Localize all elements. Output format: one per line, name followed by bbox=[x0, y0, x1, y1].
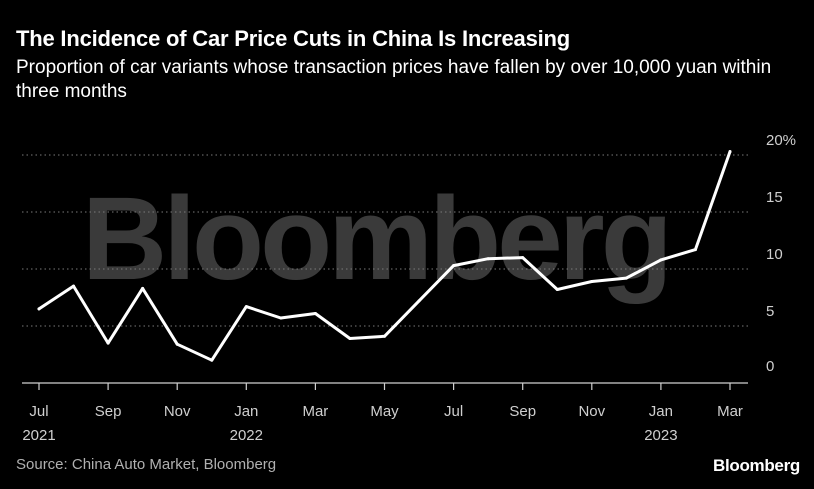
chart-title: The Incidence of Car Price Cuts in China… bbox=[16, 26, 571, 51]
x-tick-label: Mar bbox=[302, 403, 328, 420]
data-point bbox=[417, 299, 421, 303]
data-point bbox=[659, 258, 663, 262]
chart-subtitle: Proportion of car variants whose transac… bbox=[16, 57, 772, 102]
x-tick-label: May bbox=[370, 403, 399, 420]
x-tick-year-label: 2023 bbox=[644, 427, 677, 444]
data-point bbox=[693, 248, 697, 252]
data-point bbox=[175, 342, 179, 346]
x-tick-year-label: 2022 bbox=[230, 427, 263, 444]
data-point bbox=[244, 305, 248, 309]
y-tick-label: 5 bbox=[766, 303, 774, 320]
data-point bbox=[141, 286, 145, 290]
y-axis: 0 5 10 15 20% bbox=[766, 132, 796, 375]
x-tick-year-label: 2021 bbox=[22, 427, 55, 444]
data-point bbox=[279, 316, 283, 320]
x-axis: Jul 2021 Sep Nov Jan 2022 Mar May Jul Sep Nov Jan 20… bbox=[22, 383, 743, 444]
y-tick-label: 0 bbox=[766, 358, 774, 375]
data-point bbox=[106, 341, 110, 345]
x-tick-label: Sep bbox=[509, 403, 536, 420]
watermark-layer: Bloomberg bbox=[82, 173, 673, 305]
data-point bbox=[37, 307, 41, 311]
x-tick-label: Jan bbox=[234, 403, 258, 420]
data-point bbox=[383, 334, 386, 338]
x-tick-label: Jul bbox=[29, 403, 48, 420]
data-point bbox=[555, 288, 559, 292]
x-tick-label: Nov bbox=[578, 403, 605, 420]
x-tick-label: Sep bbox=[95, 403, 122, 420]
y-tick-label: 20% bbox=[766, 132, 796, 149]
data-point bbox=[313, 311, 317, 315]
watermark-text: Bloomberg bbox=[82, 173, 669, 305]
x-tick-label: Mar bbox=[717, 403, 743, 420]
data-point bbox=[452, 264, 456, 268]
data-point bbox=[590, 280, 594, 284]
y-tick-label: 15 bbox=[766, 189, 783, 206]
data-point bbox=[348, 337, 352, 341]
x-tick-label: Nov bbox=[164, 403, 191, 420]
x-tick-label: Jul bbox=[444, 403, 463, 420]
data-point bbox=[210, 358, 214, 362]
data-point bbox=[728, 150, 732, 154]
source-note: Source: China Auto Market, Bloomberg bbox=[16, 456, 277, 473]
data-point bbox=[624, 276, 628, 280]
series-layer bbox=[37, 150, 732, 362]
y-tick-label: 10 bbox=[766, 246, 783, 263]
data-point bbox=[521, 256, 525, 260]
data-point bbox=[72, 284, 76, 288]
data-point bbox=[486, 257, 490, 261]
x-tick-label: Jan bbox=[649, 403, 673, 420]
brand-logo: Bloomberg bbox=[712, 456, 800, 475]
